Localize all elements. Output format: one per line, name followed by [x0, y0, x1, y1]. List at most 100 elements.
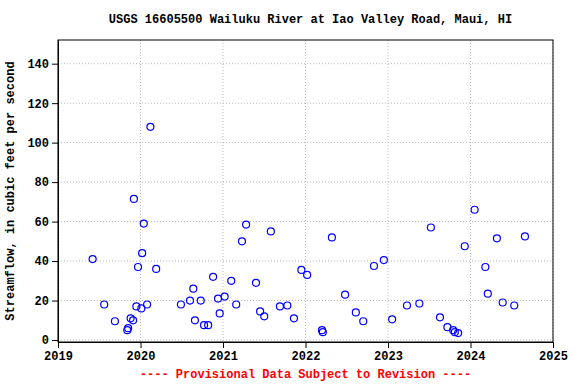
tick-label: 0 [42, 334, 49, 348]
point [298, 266, 305, 273]
tick-label: 2020 [127, 350, 156, 364]
grid-line [58, 182, 553, 183]
point [319, 329, 326, 336]
tick: 2024 [457, 342, 486, 364]
point [135, 263, 142, 270]
point [130, 195, 137, 202]
point [290, 315, 297, 322]
tick-label: 2025 [539, 350, 568, 364]
tick-mark [52, 222, 58, 223]
point [139, 250, 146, 257]
grid-line [58, 340, 553, 341]
point [261, 313, 268, 320]
point [403, 302, 410, 309]
tick: 2021 [209, 342, 238, 364]
chart: 2019 2020 2021 2022 2023 2024 2025 0 20 40 60 80 100… [0, 0, 576, 384]
point [342, 291, 349, 298]
point [427, 224, 434, 231]
tick-label: 20 [35, 295, 49, 309]
tick: 40 [35, 255, 58, 269]
point [471, 206, 478, 213]
tick: 0 [42, 334, 58, 348]
point [228, 277, 235, 284]
point [276, 303, 283, 310]
tick-mark [52, 340, 58, 341]
y-axis-title: Streamflow, in cubic feet per second [4, 61, 18, 320]
tick-mark [306, 342, 307, 348]
tick: 120 [27, 98, 58, 112]
grid-line [58, 300, 553, 301]
point [267, 228, 274, 235]
point [499, 299, 506, 306]
point [144, 301, 151, 308]
title: USGS 16605500 Wailuku River at Iao Valle… [109, 13, 512, 27]
tick-label: 2021 [209, 350, 238, 364]
point [111, 318, 118, 325]
point [233, 301, 240, 308]
tick-mark [553, 342, 554, 348]
point [140, 220, 147, 227]
tick: 80 [35, 176, 58, 190]
grid-line [470, 40, 471, 342]
tick-mark [141, 342, 142, 348]
tick: 2025 [539, 342, 568, 364]
tick-label: 40 [35, 255, 49, 269]
tick-label: 2019 [44, 350, 73, 364]
point [197, 297, 204, 304]
y-axis: 0 20 40 60 80 100 120 140 [27, 41, 58, 349]
point [511, 302, 518, 309]
point [253, 279, 260, 286]
point [191, 317, 198, 324]
tick-label: 100 [27, 137, 49, 151]
point [416, 300, 423, 307]
grid-line [58, 221, 553, 222]
tick-mark [52, 301, 58, 302]
grid-line [223, 40, 224, 342]
grid [58, 40, 553, 342]
tick-mark [52, 103, 58, 104]
point [101, 301, 108, 308]
tick-mark [223, 342, 224, 348]
point [461, 243, 468, 250]
tick-label: 120 [27, 98, 49, 112]
axis-line [58, 41, 59, 343]
grid-line [140, 40, 141, 342]
tick-label: 2022 [292, 350, 321, 364]
point [216, 310, 223, 317]
point [190, 285, 197, 292]
tick-mark [52, 64, 58, 65]
point [484, 290, 491, 297]
tick: 100 [27, 137, 58, 151]
grid-line [58, 63, 553, 64]
point [352, 309, 359, 316]
plot-frame [58, 40, 553, 342]
tick-mark [471, 342, 472, 348]
point [89, 256, 96, 263]
grid-line [58, 103, 553, 104]
point [147, 123, 154, 130]
point [482, 263, 489, 270]
point [187, 297, 194, 304]
point [243, 221, 250, 228]
point [304, 271, 311, 278]
point [210, 273, 217, 280]
tick-label: 140 [27, 58, 49, 72]
tick-mark [52, 261, 58, 262]
point [436, 314, 443, 321]
tick-label: 2023 [374, 350, 403, 364]
point [360, 318, 367, 325]
tick-mark [52, 143, 58, 144]
grid-line [58, 261, 553, 262]
grid-line [388, 40, 389, 342]
point [221, 293, 228, 300]
point [215, 295, 222, 302]
point [284, 302, 291, 309]
points [89, 123, 528, 336]
tick: 60 [35, 216, 58, 230]
point [238, 238, 245, 245]
point [380, 257, 387, 264]
point [125, 325, 132, 332]
tick: 2020 [127, 342, 156, 364]
point [130, 317, 137, 324]
point [389, 316, 396, 323]
